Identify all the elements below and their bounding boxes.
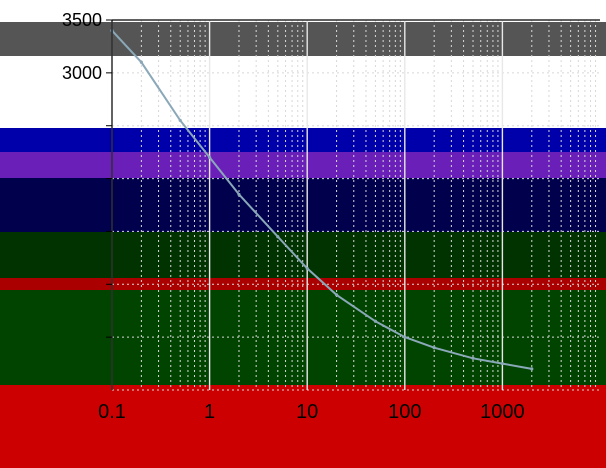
x-tick-label: 1000 [480, 401, 525, 423]
data-series [110, 28, 534, 371]
data-point [500, 361, 504, 366]
data-point [403, 335, 407, 339]
data-point [237, 192, 241, 197]
background-band [0, 385, 606, 468]
data-point [178, 118, 182, 123]
data-point [139, 60, 143, 64]
grid-lines [111, 19, 600, 391]
x-tick-label: 10 [296, 401, 318, 423]
data-point [305, 266, 309, 271]
x-tick-label: 1 [204, 401, 215, 423]
x-tick-label: 100 [388, 401, 421, 423]
data-point [276, 235, 280, 239]
y-tick-label: 3000 [62, 63, 102, 83]
series-line [111, 29, 532, 370]
axes: 3500 3000 0.1 1 10 100 1000 [62, 10, 600, 423]
background-band [0, 0, 606, 22]
y-tick-label: 3500 [62, 10, 102, 30]
data-point [432, 346, 436, 350]
data-point [471, 356, 475, 360]
data-point [334, 293, 339, 297]
x-tick-label: 0.1 [98, 401, 126, 423]
data-point [530, 367, 534, 371]
data-point [208, 155, 212, 160]
data-point [373, 319, 378, 323]
